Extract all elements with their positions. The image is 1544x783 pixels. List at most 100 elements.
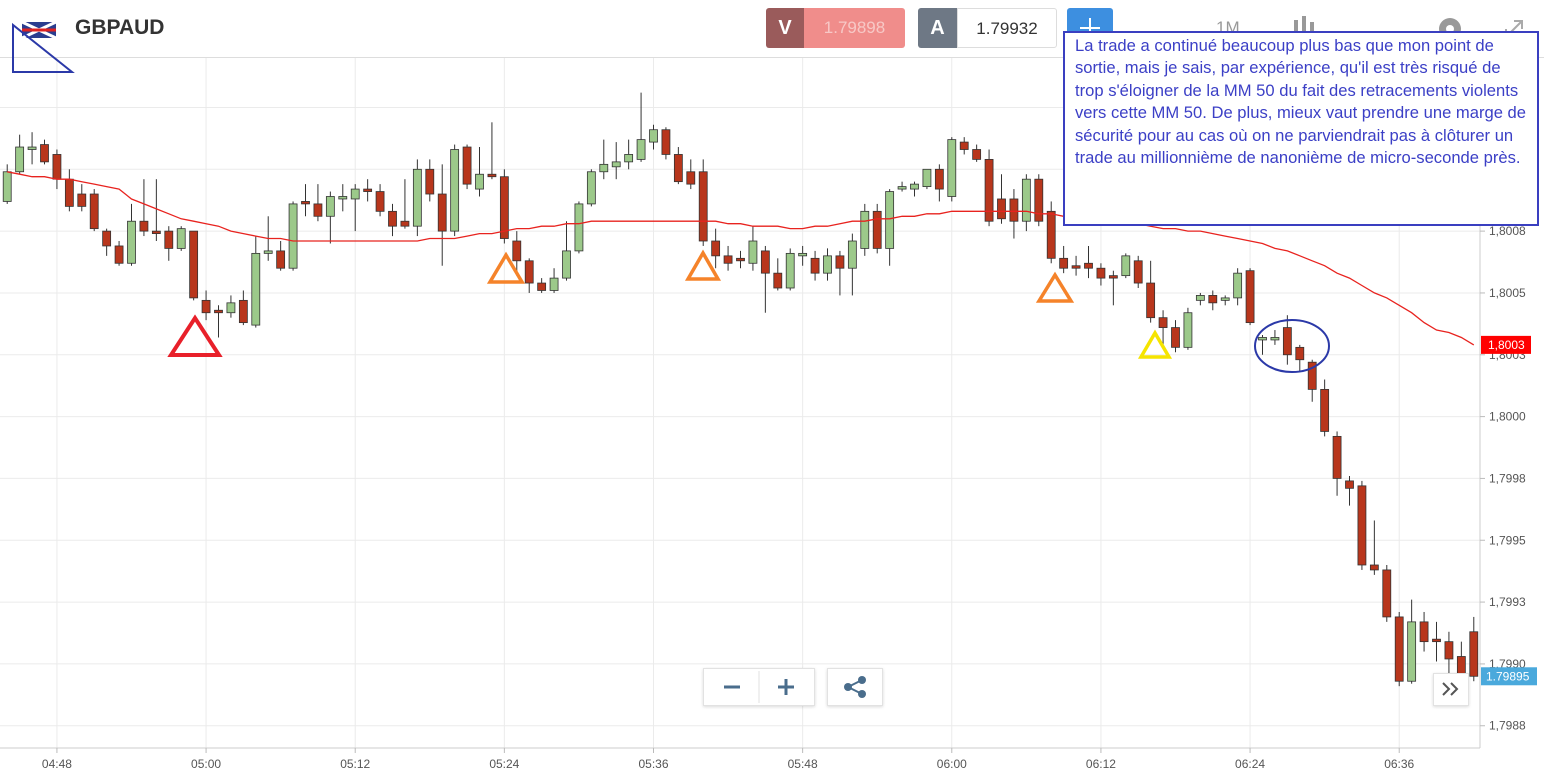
x-tick-label: 05:36 [638,757,668,771]
candle-body [114,245,124,264]
x-tick-label: 06:12 [1086,757,1116,771]
candle-body [922,168,932,188]
candle-body [375,191,385,212]
candle-body [574,203,584,252]
tool-icons [1294,16,1314,38]
symbol: GBPAUD [75,16,165,39]
candle-body [52,154,62,180]
buy-price[interactable]: 1.79932 [957,8,1057,48]
candle-body [1345,480,1354,489]
candle-body [77,193,87,207]
candle-body [835,255,845,269]
candle-body [1146,282,1156,319]
triangle-marker [1137,329,1173,359]
candle-body [723,255,733,264]
candle-body [1456,656,1466,675]
candle-body [1394,616,1404,682]
annotation: La trade a continué beaucoup plus bas qu… [1063,31,1539,226]
candle-body [363,188,373,192]
y-tick-label: 1,8000 [1489,410,1526,424]
share-button[interactable] [827,668,883,706]
x-tick-label: 05:12 [340,757,370,771]
candle-body [499,176,509,239]
candle-body [139,220,149,232]
candle-body [1084,262,1093,269]
candle-body [1158,317,1168,328]
sell-price[interactable]: 1.79898 [804,8,905,48]
last-price-tag-label: 1.79895 [1486,669,1530,683]
candle-body [736,257,745,262]
triangle-marker [1035,271,1075,303]
candle-body [760,250,770,274]
candle-body [599,163,609,173]
candle-body [350,188,360,200]
candle-body [748,240,758,264]
candle-body [1245,270,1255,324]
candle-body [214,309,223,314]
candle-body [201,299,211,314]
candle-body [1320,388,1330,432]
candle-body [947,139,957,197]
candle-body [450,149,460,232]
candle-body [176,228,186,249]
candle-body [512,240,522,262]
candle-body [773,272,783,289]
candle-body [1419,621,1429,643]
ma-price-tag-label: 1,8003 [1488,338,1525,352]
candle-body [711,240,721,257]
candle-body [462,146,472,185]
candle-body [64,178,74,207]
x-tick-label: 06:00 [937,757,967,771]
triangle-marker [684,249,722,281]
buy-button[interactable]: A [918,8,957,48]
x-tick-label: 06:24 [1235,757,1265,771]
zoom-buttons [703,668,815,706]
y-tick-label: 1,7988 [1489,719,1526,733]
candle-body [102,230,112,247]
candle-body [823,255,832,274]
candle-body [698,171,708,242]
candle-body [972,149,982,160]
scroll-right-button[interactable] [1433,673,1469,706]
candle-body [226,302,236,314]
candle-body [959,141,969,150]
candle-body [1432,638,1441,643]
circle-drawing [1254,319,1330,373]
zoom-icons [724,671,794,703]
candle-body [910,183,919,190]
candle-body [934,168,944,190]
candle-body [1171,327,1180,348]
x-tick-label: 05:48 [788,757,818,771]
candle-body [847,240,857,269]
sell-button[interactable]: V [766,8,804,48]
candle-body [388,210,397,227]
candle-body [586,171,596,205]
candle-body [1133,260,1143,284]
candle-body [189,230,199,299]
triangle-marker [167,314,223,357]
x-tick-label: 06:36 [1384,757,1414,771]
candle-body [1009,198,1019,222]
y-tick-label: 1,7998 [1489,471,1526,485]
candle-body [1034,178,1044,222]
chevron-icon [1442,682,1459,696]
candle-body [1307,361,1317,390]
candle-body [40,144,49,163]
candle-body [798,252,808,257]
candle-body [1332,435,1342,479]
candle-body [649,129,658,143]
x-tick-label: 05:00 [191,757,221,771]
candle-body [263,250,273,254]
candle-body [1108,275,1118,279]
candle-body [1444,641,1454,660]
candle-body [325,196,335,217]
candle-body [673,154,683,183]
candle-body [1208,295,1218,304]
candle-body [1282,327,1292,356]
candle-body [1295,346,1305,361]
candle-body [1220,297,1230,301]
candle-body [1021,178,1031,222]
candle-body [301,201,310,205]
candle-body [151,230,161,234]
